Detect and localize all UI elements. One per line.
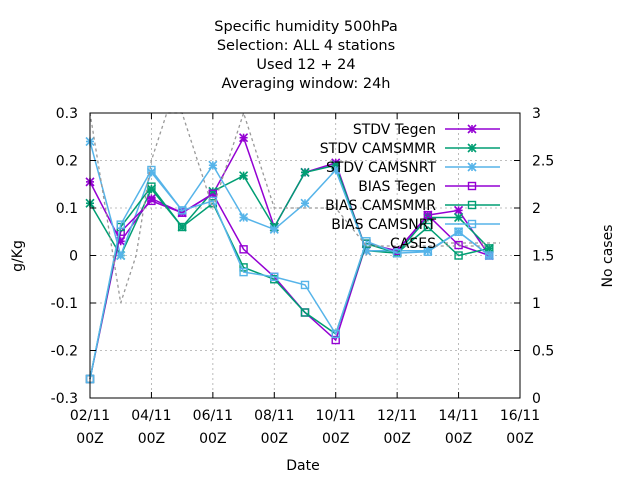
legend-marker: [467, 219, 477, 229]
data-point: [208, 160, 218, 170]
x-tick-label-time: 00Z: [506, 431, 533, 447]
data-point: [147, 182, 156, 191]
legend-marker: [467, 124, 477, 134]
data-point: [208, 196, 218, 206]
data-point: [300, 308, 310, 317]
data-point: [331, 329, 340, 339]
y2-tick-label: 2.5: [532, 154, 554, 170]
series-line: [89, 110, 490, 304]
x-tick-label-time: 00Z: [383, 431, 410, 447]
data-point: [454, 227, 463, 236]
x-tick-label: 10/11: [316, 408, 356, 424]
y-tick-label: -0.1: [51, 296, 78, 312]
series-line: [89, 185, 490, 380]
title-line: Used 12 + 24: [256, 57, 355, 73]
y-tick-label: -0.2: [51, 344, 78, 360]
data-point: [454, 212, 464, 223]
series-line: [89, 164, 490, 258]
y2-tick-label: 0.5: [532, 344, 554, 360]
data-point: [239, 133, 249, 143]
data-point: [454, 251, 463, 260]
data-point: [269, 224, 279, 234]
chart-title: Specific humidity 500hPa Selection: ALL 4…: [214, 19, 398, 92]
data-point: [270, 272, 279, 282]
x-tick-label: 14/11: [438, 408, 478, 424]
x-tick-label: 08/11: [254, 408, 294, 424]
legend-label: STDV CAMSMMR: [320, 141, 436, 157]
y-tick-label: 0.3: [56, 106, 78, 122]
x-tick-label-time: 00Z: [138, 431, 165, 447]
y-tick-label: -0.3: [51, 391, 78, 407]
legend-marker: [467, 143, 477, 153]
series-line: [89, 141, 490, 258]
data-point: [177, 206, 187, 215]
data-point: [362, 237, 371, 246]
x-tick-label-time: 00Z: [261, 431, 288, 447]
data-point: [147, 196, 156, 206]
data-point: [300, 167, 310, 177]
legend-marker: [467, 162, 477, 172]
legend-label: STDV CAMSNRT: [326, 160, 437, 176]
data-point: [423, 247, 433, 256]
x-tick-label: 04/11: [131, 408, 171, 424]
x-tick-label-time: 00Z: [322, 431, 349, 447]
y2-tick-label: 1: [532, 296, 541, 312]
x-tick-label-time: 00Z: [199, 431, 226, 447]
data-point: [331, 335, 340, 345]
legend: STDV Tegen STDV CAMSMMR STDV CAMSNRT BIAS T…: [320, 122, 500, 252]
data-point: [454, 240, 463, 250]
y2-tick-label: 1.5: [532, 249, 554, 265]
title-line: Averaging window: 24h: [221, 76, 390, 92]
y-tick-label: 0.2: [56, 154, 78, 170]
x-tick-label: 16/11: [500, 408, 540, 424]
data-point: [485, 251, 494, 260]
data-point: [147, 165, 156, 175]
data-point: [116, 220, 125, 229]
title-line: Specific humidity 500hPa: [214, 19, 398, 35]
data-point: [423, 210, 433, 220]
series-line: [89, 192, 490, 380]
series-stdv-camsnrt: [85, 136, 494, 261]
x-tick-label: 06/11: [193, 408, 233, 424]
legend-label: BIAS CAMSMMR: [325, 198, 436, 214]
y2-tick-label: 3: [532, 106, 541, 122]
data-point: [331, 165, 341, 175]
title-line: Selection: ALL 4 stations: [217, 38, 395, 54]
y2-tick-label: 2: [532, 201, 541, 217]
legend-marker: [467, 200, 477, 210]
axis-ticks: 02/11 00Z 04/11 00Z 06/11 00Z 08/11 00Z 10/11 00Z…: [51, 106, 555, 447]
legend-label: BIAS CAMSNRT: [331, 217, 436, 233]
y2-tick-label: 0: [532, 391, 541, 407]
data-point: [300, 198, 310, 208]
data-point: [392, 248, 402, 258]
series-layer: [85, 110, 494, 384]
y-tick-label: 0.1: [56, 201, 78, 217]
legend-label: STDV Tegen: [353, 122, 436, 138]
series-line: [89, 168, 490, 380]
data-point: [300, 280, 310, 290]
x-tick-label-time: 00Z: [76, 431, 103, 447]
data-point: [177, 222, 187, 232]
data-point: [454, 205, 464, 215]
y2-axis-label: No cases: [600, 225, 616, 288]
x-tick-label: 12/11: [377, 408, 417, 424]
x-tick-label: 02/11: [70, 408, 110, 424]
y-tick-label: 0: [69, 249, 78, 265]
legend-label: BIAS Tegen: [358, 179, 436, 195]
x-tick-label-time: 00Z: [445, 431, 472, 447]
x-axis-label: Date: [286, 458, 319, 474]
data-point: [239, 171, 249, 181]
series-cases: [89, 110, 490, 304]
y-axis-label: g/Kg: [10, 240, 26, 272]
legend-label: CASES: [390, 236, 436, 252]
data-point: [239, 267, 248, 277]
data-point: [239, 245, 248, 254]
data-point: [239, 212, 249, 223]
data-point: [116, 250, 126, 261]
data-point: [423, 222, 433, 232]
series-bias-camsnrt: [85, 165, 494, 384]
legend-marker: [467, 181, 477, 191]
